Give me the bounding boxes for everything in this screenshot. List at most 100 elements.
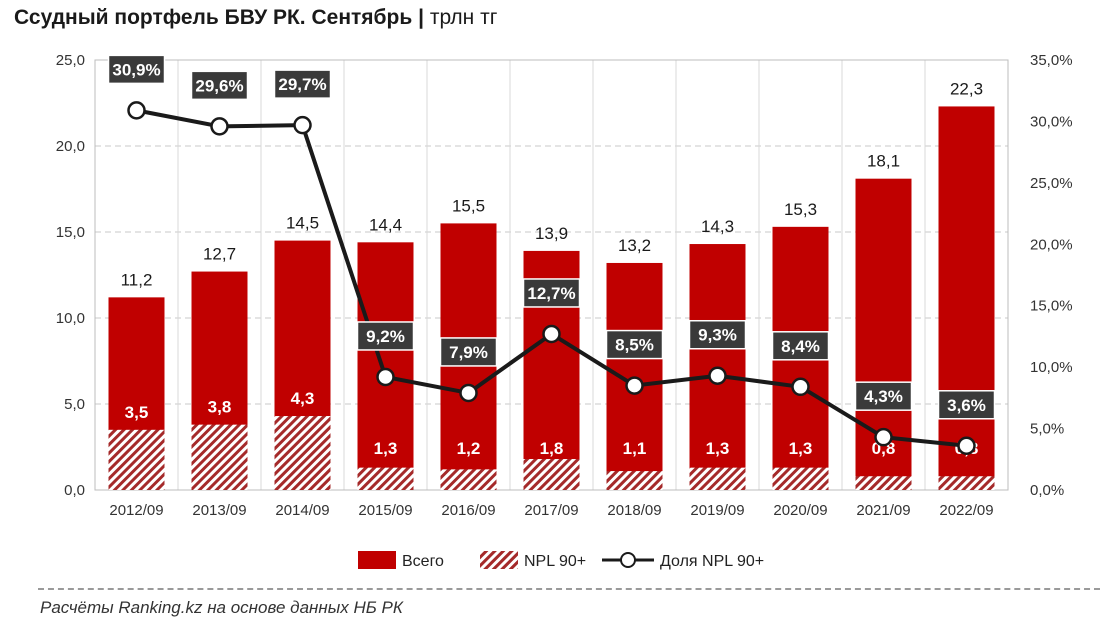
x-tick-label: 2014/09 (275, 502, 329, 519)
y-right-tick-label: 5,0% (1030, 421, 1064, 438)
bar-npl (772, 467, 829, 490)
x-tick-label: 2013/09 (192, 502, 246, 519)
bar-npl-label: 1,3 (789, 439, 813, 458)
bar-total-label: 22,3 (950, 79, 983, 98)
chart-unit: трлн тг (429, 6, 498, 29)
legend-swatch-total (358, 551, 396, 569)
bar-npl (274, 416, 331, 490)
y-right-tick-label: 35,0% (1030, 52, 1073, 69)
npl-share-label: 12,7% (527, 284, 575, 303)
legend-label-total: Всего (402, 553, 444, 570)
legend: Всего NPL 90+ Доля NPL 90+ (358, 551, 764, 570)
npl-share-label: 29,7% (278, 75, 326, 94)
line-layer: 30,9% 29,6% 29,7% 9,2% 7,9% 12,7% 8,5% 9,3% 8,4%… (107, 54, 996, 456)
y-right-tick-label: 25,0% (1030, 175, 1073, 192)
bar-total-label: 11,2 (121, 270, 153, 289)
bar-total-label: 14,5 (286, 214, 319, 233)
npl-share-point (210, 117, 229, 136)
npl-share-point (625, 376, 644, 395)
source-note: Расчёты Ranking.kz на основе данных НБ Р… (40, 598, 403, 617)
npl-share-label: 9,2% (366, 327, 405, 346)
bar-npl-label: 1,3 (374, 439, 398, 458)
bar-total-label: 12,7 (203, 245, 236, 264)
npl-share-point (376, 367, 395, 387)
bar-npl-label: 3,8 (208, 398, 232, 417)
npl-share-label-box (605, 329, 664, 360)
legend-label-share: Доля NPL 90+ (660, 553, 764, 570)
y-left-tick-label: 5,0 (64, 396, 85, 413)
npl-share-point (542, 324, 561, 344)
bar-npl (108, 429, 165, 490)
y-right-tick-label: 20,0% (1030, 236, 1073, 253)
bar-npl (357, 467, 414, 490)
x-tick-label: 2012/09 (109, 502, 163, 519)
npl-share-label-box (937, 390, 996, 420)
bar-npl (689, 467, 746, 490)
axis-layer: 0,0 5,0 10,0 15,0 20,0 25,0 0,0% 5,0% 10,0% 15,0%… (56, 52, 1073, 519)
bar-total-label: 15,3 (784, 200, 817, 219)
x-tick-label: 2015/09 (358, 502, 412, 519)
bar-npl (938, 476, 995, 490)
bar-npl-label: 1,1 (623, 439, 647, 458)
bar-total-label: 14,3 (701, 217, 734, 236)
npl-share-label: 30,9% (112, 60, 160, 79)
bar-npl-label: 3,5 (125, 403, 149, 422)
bar-npl (523, 459, 580, 490)
y-right-tick-label: 15,0% (1030, 298, 1073, 315)
bar-total-label: 18,1 (867, 152, 900, 171)
title-separator: | (418, 6, 430, 29)
y-left-tick-label: 15,0 (56, 224, 85, 241)
bar-npl-label: 4,3 (291, 389, 315, 408)
chart-svg: 11,2 12,7 14,5 14,4 15,5 13,9 13,2 14,3 15,3 18,1… (56, 52, 1073, 570)
footer-divider (38, 588, 1100, 590)
chart-title: Ссудный портфель БВУ РК. Сентябрь | трлн… (14, 6, 497, 30)
npl-share-label-box (190, 70, 249, 101)
y-right-tick-label: 0,0% (1030, 482, 1064, 499)
npl-share-label-box (771, 331, 830, 361)
npl-share-label: 8,5% (615, 336, 654, 355)
npl-share-label: 9,3% (698, 326, 737, 345)
npl-share-point (957, 436, 976, 456)
npl-share-label-box (688, 319, 747, 350)
npl-share-label: 7,9% (449, 343, 488, 362)
y-left-tick-label: 0,0 (64, 482, 85, 499)
x-tick-label: 2019/09 (690, 502, 744, 519)
bar-total-label: 14,4 (369, 215, 402, 234)
npl-share-label: 3,6% (947, 396, 986, 415)
x-tick-label: 2017/09 (524, 502, 578, 519)
y-left-tick-label: 10,0 (56, 310, 85, 327)
chart-title-text: Ссудный портфель БВУ РК. Сентябрь (14, 6, 413, 29)
npl-share-label-box (107, 54, 166, 85)
npl-share-label-box (273, 69, 332, 99)
x-tick-label: 2020/09 (773, 502, 827, 519)
x-tick-label: 2021/09 (856, 502, 910, 519)
legend-swatch-npl (480, 551, 518, 569)
npl-share-point (459, 383, 478, 403)
bar-npl-label: 1,8 (540, 439, 564, 458)
npl-share-point (127, 101, 146, 120)
bar-total (357, 242, 414, 490)
x-tick-label: 2016/09 (441, 502, 495, 519)
npl-share-point (708, 366, 727, 385)
y-right-tick-label: 30,0% (1030, 113, 1073, 130)
npl-share-label-box (356, 321, 415, 351)
y-left-tick-label: 25,0 (56, 52, 85, 69)
npl-share-point (293, 115, 312, 135)
y-right-tick-label: 10,0% (1030, 359, 1073, 376)
npl-share-label: 4,3% (864, 387, 903, 406)
bar-total-label: 15,5 (452, 196, 485, 215)
npl-share-label-box (439, 337, 498, 367)
npl-share-point (791, 377, 810, 397)
bar-total (938, 106, 995, 490)
legend-label-npl: NPL 90+ (524, 553, 586, 570)
bar-npl-label: 1,2 (457, 439, 481, 458)
bar-npl (440, 469, 497, 490)
bar-npl (606, 471, 663, 490)
x-tick-label: 2018/09 (607, 502, 661, 519)
bar-total-label: 13,9 (535, 224, 568, 243)
bar-npl (855, 476, 912, 490)
bar-total-label: 13,2 (618, 236, 651, 255)
bars-layer: 11,2 12,7 14,5 14,4 15,5 13,9 13,2 14,3 15,3 18,1… (108, 79, 995, 490)
x-tick-label: 2022/09 (939, 502, 993, 519)
